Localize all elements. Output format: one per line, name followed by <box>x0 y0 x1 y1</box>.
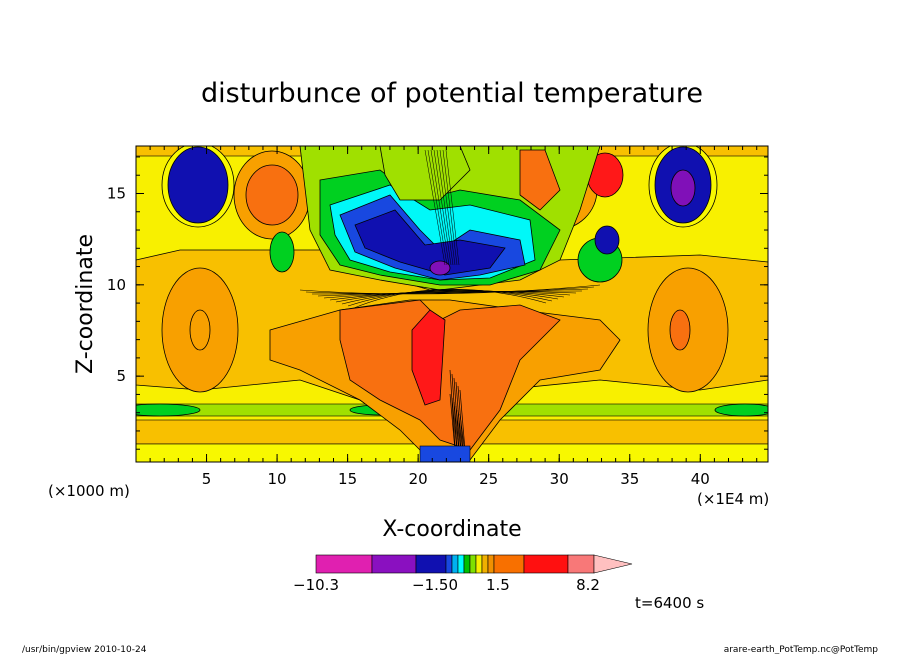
contour-line <box>424 149 446 266</box>
blob-green-left <box>269 231 295 273</box>
x-tick-label: 10 <box>268 470 287 488</box>
colorbar-swatch <box>469 554 477 574</box>
band-green-right <box>714 403 768 417</box>
colorbar-swatch <box>493 554 525 574</box>
contour-field <box>136 146 768 462</box>
colorbar <box>315 554 633 574</box>
vortex-left <box>167 146 229 224</box>
contour-regions <box>136 146 768 462</box>
blob-navy-right <box>594 225 620 255</box>
vortex-right-core <box>670 169 696 207</box>
contour-line <box>329 290 571 301</box>
y-axis-label: Z-coordinate <box>73 234 98 374</box>
contour-line <box>430 149 450 266</box>
colorbar-tick-label: 8.2 <box>576 576 600 594</box>
contour-line <box>299 284 601 295</box>
colorbar-swatch <box>481 554 489 574</box>
colorbar-swatch <box>475 554 483 574</box>
bottom-jet <box>419 445 471 462</box>
footer-right: arare-earth_PotTemp.nc@PotTemp <box>724 645 879 654</box>
colorbar-swatch <box>451 554 459 574</box>
contour-line <box>335 290 565 303</box>
contour-line <box>439 149 456 266</box>
colorbar-tick-label: −1.50 <box>412 576 458 594</box>
colorbar-labels: −10.3 −1.50 1.5 8.2 <box>293 576 600 594</box>
contour-line <box>436 149 454 266</box>
contour-line <box>311 288 589 295</box>
y-unit-label: (×1000 m) <box>48 482 130 500</box>
chart-title: disturbunce of potential temperature <box>201 78 703 109</box>
x-tick-label: 35 <box>620 470 639 488</box>
band-green-left <box>136 403 201 417</box>
colorbar-swatch <box>415 554 447 574</box>
colorbar-swatch <box>463 554 471 574</box>
footer-left: /usr/bin/gpview 2010-10-24 <box>22 645 147 654</box>
colorbar-swatch <box>371 554 417 574</box>
colorbar-swatch <box>487 554 495 574</box>
x-unit-label: (×1E4 m) <box>697 490 769 508</box>
x-tick-label: 30 <box>550 470 569 488</box>
time-annotation: t=6400 s <box>635 594 704 612</box>
top-left-deep <box>245 164 299 226</box>
contour-line <box>442 149 458 266</box>
contour-line <box>323 291 577 299</box>
colorbar-swatch <box>523 554 569 574</box>
colorbar-swatch <box>315 554 373 574</box>
x-axis-ticks: 5 10 15 20 25 30 35 40 <box>149 146 758 488</box>
central-plume-core <box>429 260 451 276</box>
colorbar-tick-label: −10.3 <box>293 576 339 594</box>
x-tick-label: 40 <box>691 470 710 488</box>
colorbar-swatch <box>567 554 595 574</box>
contour-line <box>305 286 595 294</box>
x-tick-label: 25 <box>479 470 498 488</box>
plume-right-finger <box>519 149 561 211</box>
y-tick-label: 15 <box>107 184 126 202</box>
colorbar-swatch <box>445 554 453 574</box>
x-tick-label: 5 <box>202 470 212 488</box>
region-center-red <box>411 309 446 406</box>
x-axis-label: X-coordinate <box>382 517 521 542</box>
contour-line <box>427 149 448 266</box>
colorbar-tick-label: 1.5 <box>486 576 510 594</box>
y-tick-label: 5 <box>116 367 126 385</box>
contour-line <box>445 149 460 266</box>
lobe-left-core <box>189 309 211 351</box>
x-tick-label: 20 <box>409 470 428 488</box>
x-tick-label: 15 <box>338 470 357 488</box>
y-axis-ticks: 5 10 15 <box>107 156 768 450</box>
central-plume-navy <box>354 209 506 276</box>
contour-line <box>433 149 452 266</box>
contour-line <box>347 289 553 307</box>
plot-frame <box>135 145 769 463</box>
y-tick-label: 10 <box>107 276 126 294</box>
contour-line <box>353 288 547 309</box>
lobe-right-core <box>669 309 691 351</box>
colorbar-arrow <box>593 554 633 574</box>
contour-line <box>341 289 559 305</box>
contour-line <box>317 290 583 297</box>
colorbar-swatch <box>457 554 465 574</box>
